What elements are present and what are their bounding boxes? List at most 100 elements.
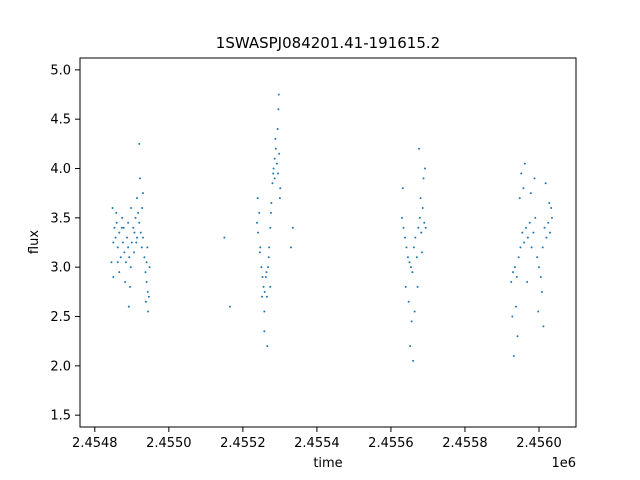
data-point xyxy=(270,211,272,214)
data-point xyxy=(418,216,421,219)
data-point xyxy=(269,226,272,229)
data-point xyxy=(515,276,518,279)
data-point xyxy=(258,211,261,214)
data-point xyxy=(521,231,524,234)
x-axis: 2.4548 2.4550 2.4552 2.4554 2.4556 2.4558 2.45… xyxy=(72,427,562,451)
data-point xyxy=(279,187,282,190)
data-point xyxy=(277,108,280,111)
x-tick-label: 2.4552 xyxy=(220,436,266,451)
data-point xyxy=(513,266,516,269)
data-point xyxy=(127,221,130,224)
x-axis-offset-label: 1e6 xyxy=(551,456,576,471)
data-point xyxy=(528,221,531,224)
data-point xyxy=(545,236,548,239)
y-axis: 1.5 2.0 2.5 3.0 3.5 4.0 4.5 5.0 xyxy=(50,63,80,424)
data-point xyxy=(115,221,118,224)
data-point xyxy=(147,310,150,313)
data-point xyxy=(267,256,270,259)
data-point xyxy=(267,266,270,269)
data-point xyxy=(111,206,114,209)
data-point xyxy=(413,310,416,313)
data-point xyxy=(130,206,133,209)
data-point xyxy=(421,206,424,209)
data-point xyxy=(277,172,280,175)
data-point xyxy=(141,192,144,195)
data-point xyxy=(137,211,140,214)
data-point xyxy=(129,266,132,269)
data-point xyxy=(423,221,426,224)
data-point xyxy=(523,241,526,244)
chart-title: 1SWASPJ084201.41-191615.2 xyxy=(216,34,440,52)
y-tick-label: 4.0 xyxy=(50,162,71,177)
data-point xyxy=(406,256,409,259)
data-point xyxy=(116,246,119,249)
data-point xyxy=(289,246,292,249)
data-point xyxy=(517,256,520,259)
data-point xyxy=(532,231,535,234)
data-point xyxy=(119,256,122,259)
plot-frame xyxy=(79,57,577,428)
data-point xyxy=(419,197,422,200)
data-point xyxy=(127,305,130,308)
data-point xyxy=(268,246,271,249)
data-point xyxy=(404,285,407,288)
data-point xyxy=(122,226,125,229)
data-point xyxy=(260,266,263,269)
data-point xyxy=(121,241,124,244)
data-point xyxy=(141,206,144,209)
data-point xyxy=(228,305,231,308)
y-tick-label: 1.5 xyxy=(50,409,71,424)
data-point xyxy=(401,216,404,219)
data-point xyxy=(112,276,115,279)
data-point xyxy=(526,236,529,239)
data-point xyxy=(518,197,521,200)
data-point xyxy=(264,276,267,279)
data-point xyxy=(128,256,131,259)
data-point xyxy=(401,187,404,190)
data-point xyxy=(145,280,148,283)
data-point xyxy=(265,295,268,298)
data-point xyxy=(273,157,276,160)
data-point xyxy=(411,271,414,274)
data-point xyxy=(291,226,294,229)
data-point xyxy=(541,246,544,249)
data-points xyxy=(110,93,553,362)
data-point xyxy=(410,320,413,323)
data-point xyxy=(114,236,117,239)
data-point xyxy=(144,300,147,303)
data-point xyxy=(412,246,415,249)
data-point xyxy=(266,345,269,348)
x-axis-title: time xyxy=(313,456,342,471)
y-tick-label: 5.0 xyxy=(50,63,71,78)
data-point xyxy=(533,177,536,180)
data-point xyxy=(132,226,135,229)
data-point xyxy=(269,285,272,288)
data-point xyxy=(134,216,137,219)
data-point xyxy=(141,236,144,239)
data-point xyxy=(523,162,526,165)
x-tick-label: 2.4558 xyxy=(442,436,488,451)
data-point xyxy=(265,271,268,274)
x-tick-label: 2.4548 xyxy=(72,436,118,451)
data-point xyxy=(423,167,426,170)
data-point xyxy=(255,221,258,224)
data-point xyxy=(112,241,115,244)
data-point xyxy=(274,137,277,140)
data-point xyxy=(263,290,266,293)
data-point xyxy=(139,231,142,234)
data-point xyxy=(510,280,513,283)
data-point xyxy=(113,226,116,229)
data-point xyxy=(133,251,136,254)
data-point xyxy=(133,231,136,234)
data-point xyxy=(422,177,425,180)
x-tick-label: 2.4550 xyxy=(146,436,192,451)
data-point xyxy=(408,261,411,264)
data-point xyxy=(512,271,515,274)
y-tick-label: 2.5 xyxy=(50,310,71,325)
data-point xyxy=(126,236,129,239)
data-point xyxy=(272,172,275,175)
data-point xyxy=(534,216,537,219)
data-point xyxy=(261,276,264,279)
